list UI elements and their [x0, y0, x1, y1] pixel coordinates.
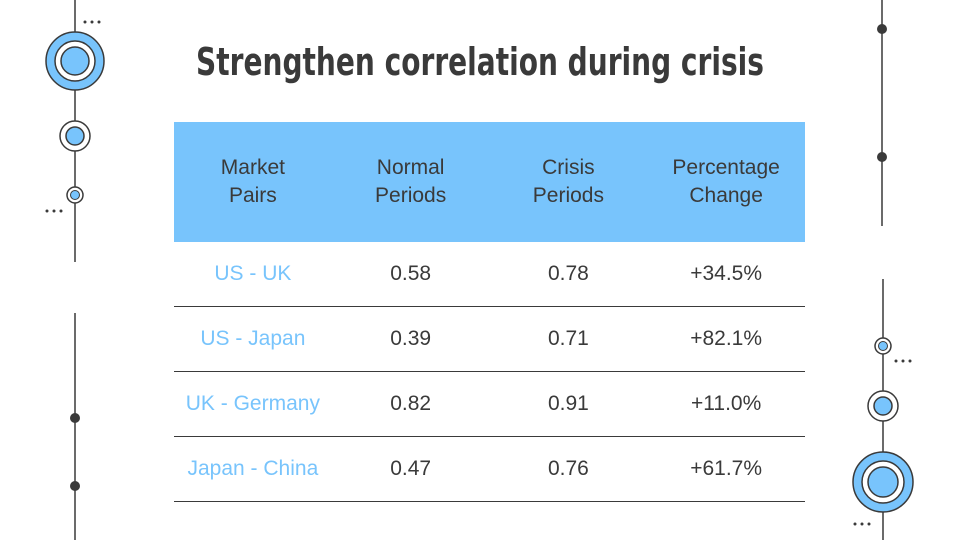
deco-dot — [70, 481, 80, 491]
cell-normal: 0.39 — [331, 306, 490, 372]
deco-dot — [70, 413, 80, 423]
cell-crisis: 0.78 — [489, 242, 648, 307]
header-line: Crisis — [542, 156, 595, 179]
cell-crisis: 0.76 — [489, 436, 648, 502]
header-line: Normal — [376, 156, 445, 179]
header-market-pairs: Market Pairs — [174, 122, 332, 242]
deco-ring-small-right — [874, 337, 892, 355]
deco-ring-medium — [59, 120, 91, 152]
cell-market-pair: UK - Germany — [174, 371, 332, 437]
table-row: US - Japan 0.39 0.71 +82.1% — [174, 306, 805, 372]
cell-change: +11.0% — [647, 371, 805, 437]
deco-ring-large — [45, 31, 105, 91]
cell-normal: 0.47 — [331, 436, 490, 502]
cell-change: +34.5% — [647, 242, 805, 307]
header-line: Periods — [532, 184, 604, 207]
deco-dot — [877, 24, 887, 34]
header-crisis-periods: Crisis Periods — [489, 122, 648, 242]
deco-dots-left-middle — [45, 209, 63, 213]
cell-normal: 0.58 — [331, 242, 490, 307]
table-header-row: Market Pairs Normal Periods Crisis Perio… — [174, 122, 805, 242]
deco-ring-medium-right — [867, 390, 899, 422]
deco-ring-large-right — [852, 451, 914, 513]
cell-market-pair: Japan - China — [174, 436, 332, 502]
header-line: Periods — [375, 184, 447, 207]
cell-change: +82.1% — [647, 306, 805, 372]
table-row: US - UK 0.58 0.78 +34.5% — [174, 242, 805, 307]
cell-normal: 0.82 — [331, 371, 490, 437]
header-normal-periods: Normal Periods — [331, 122, 490, 242]
deco-ring-small — [66, 186, 84, 204]
deco-dots-top-left — [83, 20, 101, 24]
deco-dot — [877, 152, 887, 162]
correlation-table: Market Pairs Normal Periods Crisis Perio… — [174, 122, 805, 502]
page-title: Strengthen correlation during crisis — [196, 40, 764, 84]
deco-dots-right-middle — [894, 359, 912, 363]
header-line: Market — [220, 156, 285, 179]
cell-crisis: 0.91 — [489, 371, 648, 437]
header-line: Percentage — [672, 156, 780, 179]
deco-dots-bottom-right — [853, 522, 871, 526]
cell-market-pair: US - Japan — [174, 306, 332, 372]
table-row: UK - Germany 0.82 0.91 +11.0% — [174, 371, 805, 437]
header-percentage-change: Percentage Change — [647, 122, 805, 242]
cell-change: +61.7% — [647, 436, 805, 502]
cell-market-pair: US - UK — [174, 242, 332, 307]
header-line: Change — [689, 184, 763, 207]
table-row: Japan - China 0.47 0.76 +61.7% — [174, 436, 805, 502]
cell-crisis: 0.71 — [489, 306, 648, 372]
header-line: Pairs — [228, 184, 277, 207]
